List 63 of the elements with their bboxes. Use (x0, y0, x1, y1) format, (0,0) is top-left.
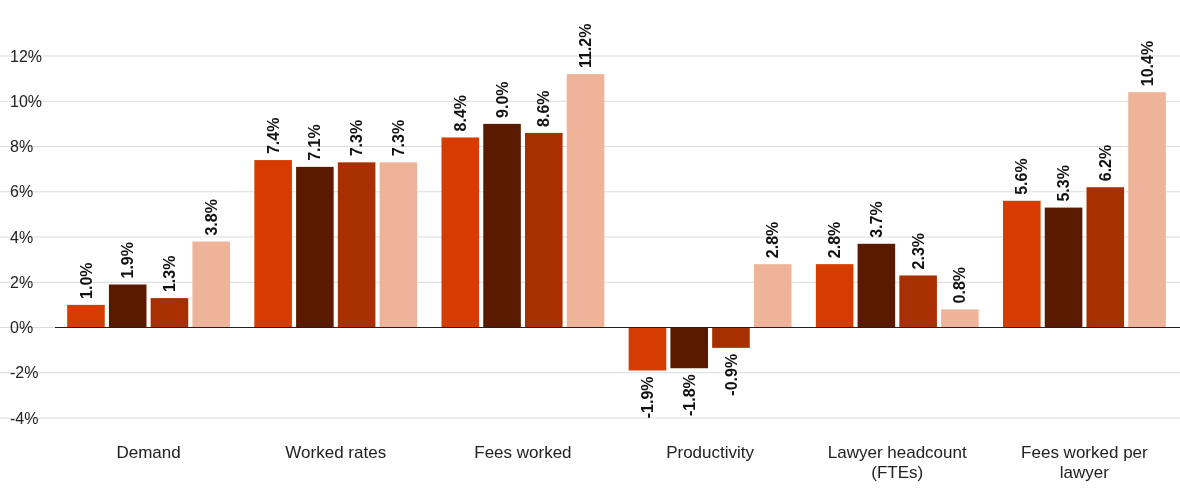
data-label: 0.8% (951, 266, 969, 304)
bar (379, 162, 418, 328)
y-tick-label: -2% (10, 364, 39, 382)
bar (566, 74, 605, 328)
bar (753, 264, 792, 328)
y-tick-label: 4% (10, 228, 34, 246)
data-label: 8.4% (451, 94, 469, 132)
y-tick-label: 12% (10, 47, 43, 65)
data-label: 2.8% (826, 221, 844, 259)
x-tick-label: Fees worked per lawyer (1021, 443, 1149, 483)
data-label: 6.2% (1096, 144, 1114, 182)
bar (857, 243, 896, 328)
y-tick-label: 2% (10, 273, 34, 291)
data-label: 7.1% (306, 124, 324, 161)
bar (1003, 200, 1041, 328)
data-label: 10.4% (1138, 40, 1156, 87)
bar (941, 309, 979, 328)
x-tick-label: Worked rates (285, 443, 387, 462)
bar (1044, 207, 1083, 328)
y-tick-label: 10% (10, 92, 43, 110)
bar (337, 162, 376, 328)
bar (441, 137, 480, 328)
x-tick-label: Demand (116, 443, 181, 462)
bar (108, 284, 147, 328)
x-tick-label: Lawyer headcount (FTEs) (827, 443, 967, 483)
data-label: -0.9% (722, 353, 740, 396)
bar (1086, 187, 1125, 328)
data-label: 7.4% (264, 117, 282, 155)
bar (628, 327, 667, 371)
data-label: 7.3% (348, 119, 366, 157)
bar (192, 241, 230, 328)
bar (254, 160, 292, 328)
bar (712, 327, 750, 348)
x-tick-label: Productivity (666, 443, 755, 462)
bar (150, 298, 189, 328)
y-tick-label: 0% (10, 319, 34, 337)
data-label: 2.3% (909, 232, 927, 270)
data-label: 3.7% (867, 201, 885, 238)
data-label: 9.0% (493, 81, 511, 118)
bar (483, 123, 521, 328)
y-tick-label: -4% (10, 409, 39, 427)
x-tick-label: Fees worked (474, 443, 572, 462)
bar (899, 275, 937, 328)
data-label: 1.0% (77, 262, 95, 299)
y-tick-label: 8% (10, 138, 34, 156)
bar (1128, 92, 1166, 328)
data-label: 2.8% (764, 221, 782, 259)
data-label: -1.8% (680, 374, 698, 417)
bar (67, 304, 105, 328)
bar (296, 166, 334, 328)
bar (815, 264, 854, 328)
data-label: 11.2% (577, 23, 595, 69)
data-label: 1.9% (119, 242, 137, 279)
data-label: 5.3% (1055, 165, 1073, 202)
bar (670, 327, 708, 369)
data-label: 1.3% (161, 255, 179, 293)
data-label: -1.9% (639, 376, 657, 419)
y-tick-label: 6% (10, 183, 34, 201)
bar (525, 132, 563, 328)
data-label: 3.8% (202, 199, 220, 236)
data-label: 5.6% (1013, 158, 1031, 195)
data-label: 8.6% (535, 90, 553, 127)
data-label: 7.3% (389, 119, 407, 157)
